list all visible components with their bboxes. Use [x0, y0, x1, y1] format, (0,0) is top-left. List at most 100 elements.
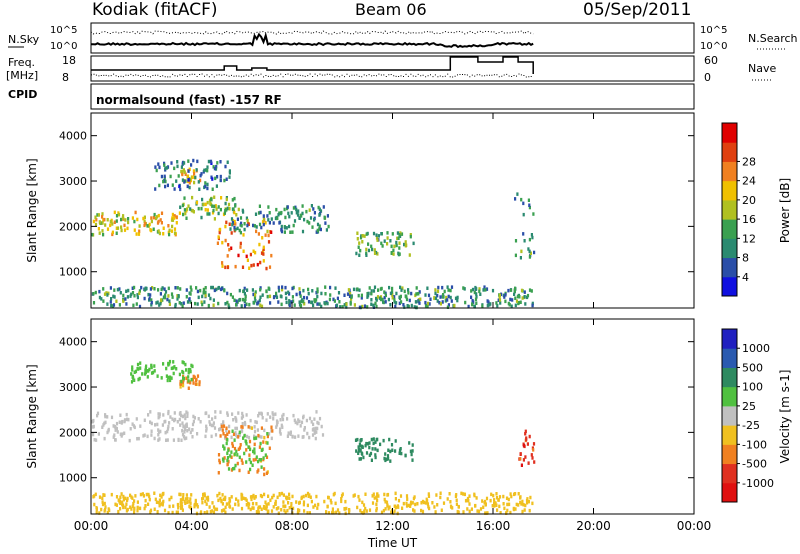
power-cell [119, 291, 122, 295]
velocity-cell [314, 503, 317, 508]
velocity-cell [384, 507, 387, 511]
power-cell [441, 295, 444, 299]
power-cell [298, 216, 301, 220]
power-cell [429, 297, 432, 301]
power-cell [439, 302, 442, 306]
power-cell [259, 260, 262, 265]
power-cell [227, 303, 230, 307]
velocity-cell [119, 495, 122, 499]
power-cell [115, 219, 118, 223]
velocity-cell [407, 503, 410, 508]
velocity-cell [340, 497, 343, 501]
power-cell [98, 289, 101, 294]
power-cell [236, 217, 239, 221]
velocity-cell [218, 491, 221, 496]
power-cell [152, 227, 155, 231]
velocity-cell [333, 491, 336, 496]
power-cell [307, 300, 311, 304]
velocity-cell [526, 501, 529, 505]
power-cell [167, 230, 170, 235]
velocity-cell [289, 432, 292, 436]
power-cell [115, 231, 118, 235]
velocity-cell [382, 508, 385, 513]
power-cell [193, 180, 196, 185]
velocity-cell [133, 510, 136, 515]
velocity-cell [185, 422, 188, 426]
power-cell [383, 290, 386, 294]
power-cell [149, 228, 152, 232]
power-cell [131, 291, 135, 295]
power-colorbar-segment [722, 257, 737, 278]
power-cell [390, 251, 393, 255]
power-cell [283, 226, 287, 230]
velocity-cell [215, 507, 219, 512]
velocity-cell [354, 438, 358, 442]
velocity-cell [383, 456, 386, 461]
velocity-cell [348, 510, 351, 514]
velocity-cell [167, 424, 170, 429]
power-cell [302, 295, 306, 300]
power-colorbar-frame [721, 122, 738, 297]
velocity-cell [252, 458, 255, 462]
power-cell [504, 293, 507, 297]
velocity-cell [309, 495, 312, 499]
velocity-cell [386, 454, 390, 458]
power-cell [471, 302, 474, 306]
power-cell [292, 285, 295, 290]
power-cell [211, 187, 214, 191]
velocity-cell [256, 428, 259, 432]
power-cell [356, 237, 359, 241]
power-cell [180, 165, 183, 169]
velocity-cell [279, 432, 282, 436]
power-cell [238, 288, 241, 293]
velocity-colorbar-tick-label: -500 [742, 458, 767, 471]
velocity-cell [389, 449, 392, 454]
velocity-cell [302, 502, 305, 507]
power-cell [207, 303, 210, 308]
velocity-cell [133, 378, 136, 382]
velocity-data-cells [91, 359, 536, 516]
velocity-cell [251, 501, 255, 506]
power-cell [265, 289, 268, 293]
power-cell [334, 286, 337, 290]
velocity-cell [182, 424, 185, 428]
power-cell [224, 302, 227, 306]
velocity-cell [161, 503, 164, 507]
velocity-colorbar-segment [722, 425, 737, 445]
power-cell [143, 223, 146, 228]
velocity-cell [454, 494, 457, 498]
velocity-cell [166, 438, 169, 442]
velocity-cell [143, 418, 146, 422]
power-cell [96, 213, 99, 217]
power-cell [446, 298, 449, 302]
power-cell [224, 208, 227, 212]
power-cell [504, 299, 507, 304]
power-cell [262, 247, 265, 251]
velocity-cell [130, 380, 134, 384]
power-cell [248, 302, 251, 307]
power-cell [129, 294, 132, 298]
power-cell [242, 289, 246, 293]
velocity-cell [161, 501, 164, 505]
velocity-cell [126, 498, 129, 503]
velocity-cell [310, 499, 313, 504]
velocity-cell [434, 510, 437, 514]
velocity-colorbar-segment [722, 405, 737, 426]
velocity-cell [379, 442, 382, 447]
velocity-cell [264, 500, 267, 504]
power-cell [444, 299, 447, 303]
velocity-cell [184, 427, 187, 431]
power-cell [246, 288, 249, 292]
power-cell [350, 295, 353, 299]
power-cell [248, 266, 251, 270]
power-cell [181, 169, 184, 174]
power-colorbar-tick-label: 24 [742, 175, 756, 188]
power-cell [226, 291, 229, 296]
velocity-cell [181, 421, 184, 425]
power-cell [300, 214, 303, 218]
velocity-cell [104, 420, 107, 425]
velocity-cell [448, 492, 451, 496]
velocity-cell [185, 376, 188, 380]
velocity-cell [247, 435, 251, 440]
power-cell [288, 303, 291, 308]
